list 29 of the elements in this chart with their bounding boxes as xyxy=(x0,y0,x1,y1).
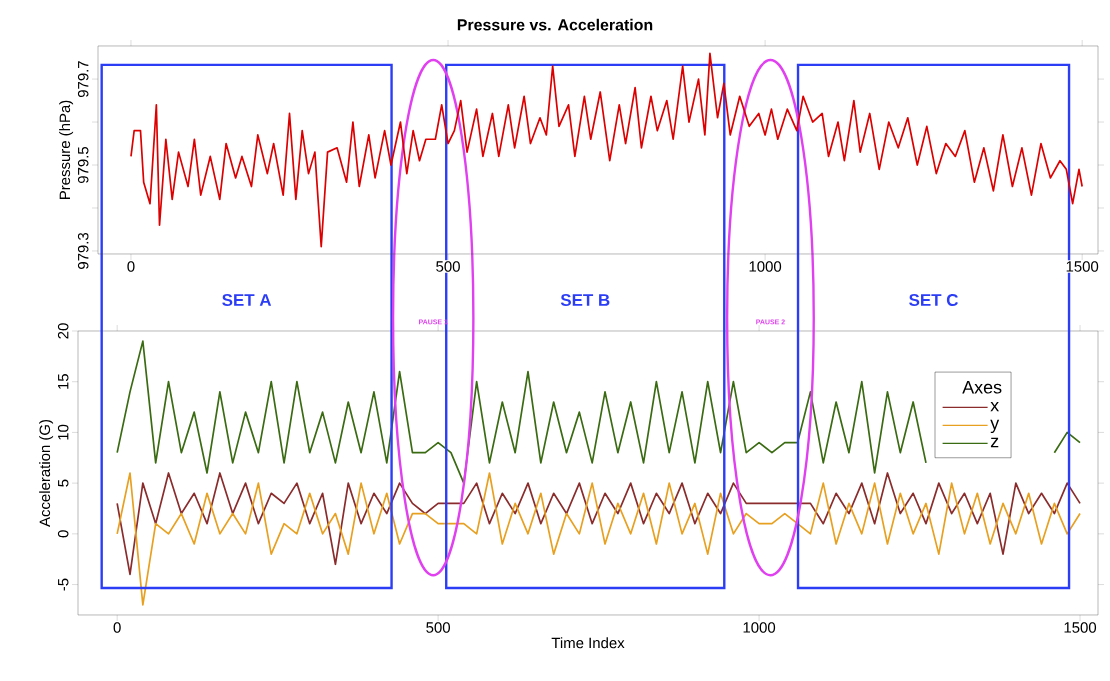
y-tick-label: 0 xyxy=(57,530,69,538)
y-axis-title: Pressure (hPa) xyxy=(59,100,74,200)
x-tick-label: 0 xyxy=(127,261,135,272)
x-tick-label: 500 xyxy=(426,622,450,633)
y-tick-label: 5 xyxy=(58,479,69,487)
y-tick-label: 10 xyxy=(57,424,69,440)
legend-label: z xyxy=(990,437,999,448)
text: SET A xyxy=(222,294,272,307)
y-axis-title: Acceleration (G) xyxy=(39,419,54,527)
x-tick-label: 0 xyxy=(113,622,121,633)
line-series xyxy=(130,52,1084,248)
text: SET C xyxy=(909,294,958,307)
x-tick-label: 1000 xyxy=(749,261,782,272)
legend-label: x xyxy=(990,401,999,412)
y-tick-label: 979.7 xyxy=(77,61,89,98)
x-axis-title: Time Index xyxy=(551,637,625,649)
x-tick-label: 1500 xyxy=(1064,622,1097,633)
x-tick-label: 500 xyxy=(436,261,460,272)
x-tick-label: 1500 xyxy=(1066,261,1099,272)
y-tick-label: -5 xyxy=(58,578,69,591)
text: SET B xyxy=(560,294,610,307)
x-tick-label: 1000 xyxy=(743,622,776,633)
y-tick-label: 20 xyxy=(57,323,69,339)
chart-title: Pressure vs. Acceleration xyxy=(457,18,653,31)
legend-title: Axes xyxy=(962,381,1002,394)
y-tick-label: 979.3 xyxy=(77,232,89,269)
y-tick-label: 15 xyxy=(58,374,69,389)
legend-label: y xyxy=(990,419,1000,434)
y-tick-label: 979.5 xyxy=(77,146,89,184)
